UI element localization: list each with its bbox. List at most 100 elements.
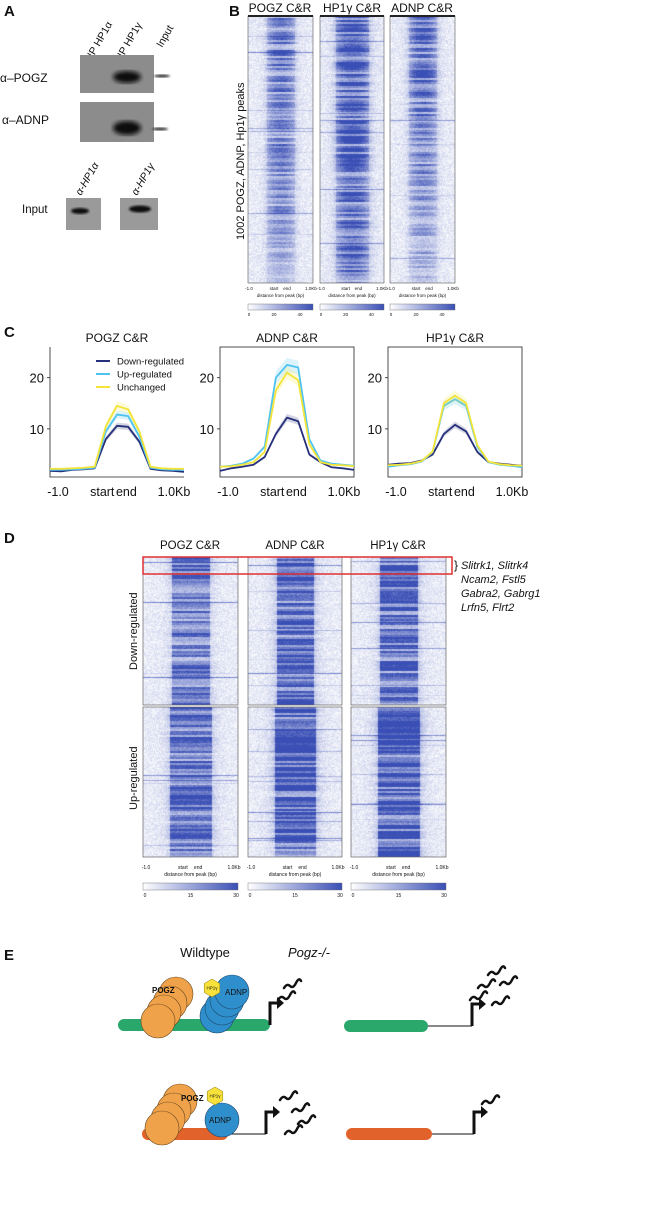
mrna-transcript [276, 990, 297, 1002]
x-tick-label: end [402, 865, 411, 871]
x-tick-label: end [425, 286, 433, 291]
tss-arrow [470, 1002, 480, 1026]
arrow-head-icon [479, 998, 486, 1010]
series-line-unchanged [387, 394, 523, 467]
x-tick-label: 1.0Kb [435, 865, 448, 871]
arrow-head-icon [481, 1106, 488, 1118]
heatmap-frame-up [350, 706, 447, 858]
gene-line: Ncam2, Fstl5 [461, 574, 527, 586]
colorbar-tick: 40 [297, 312, 303, 317]
hp1-hexagon [203, 978, 221, 998]
x-tick-label: 1.0Kb [376, 286, 388, 291]
colorbar-tick: 15 [396, 893, 402, 899]
profile-plot: ADNP C&R 10 20 -1.0 start end 1.0Kb [200, 331, 361, 499]
heatmap-frame [389, 15, 456, 284]
plot-title: ADNP C&R [256, 331, 318, 345]
plot-title: HP1γ C&R [426, 331, 484, 345]
colorbar-tick: 0 [249, 893, 252, 899]
heatmap-frame [247, 15, 314, 284]
row-label-pogz: α–POGZ [0, 71, 48, 85]
hp1-label: HP1γ [209, 1094, 221, 1099]
y-tick-label: 20 [30, 371, 44, 386]
x-tick-label: end [116, 485, 137, 499]
mrna-transcript [283, 1124, 304, 1136]
x-axis-label: distance from peak (bp) [399, 293, 447, 298]
x-axis-label: distance from peak (bp) [328, 293, 376, 298]
colorbar [350, 882, 447, 891]
heatmap-frame-up [247, 706, 343, 858]
x-tick-label: start [178, 865, 188, 871]
row-label-adnp: α–ADNP [2, 113, 49, 127]
colorbar-tick: 20 [413, 312, 419, 317]
colorbar-tick: 0 [352, 893, 355, 899]
adnp-circle [204, 1102, 240, 1138]
colorbar-tick: 15 [292, 893, 298, 899]
heatmap-d-pogz-down [143, 557, 238, 705]
tss-arrow [268, 1001, 278, 1025]
colorbar [247, 882, 343, 891]
confidence-band [50, 410, 184, 471]
profile-plot: HP1γ C&R 10 20 -1.0 start end 1.0Kb [368, 331, 529, 499]
panel-label-e: E [4, 947, 14, 964]
gene-body-top-ko [344, 1020, 428, 1032]
x-tick-label: -1.0 [47, 485, 69, 499]
d-title-adnp: ADNP C&R [265, 540, 324, 552]
heatmap-frame-down [247, 556, 343, 706]
colorbar [247, 303, 314, 311]
mrna-transcript [476, 978, 497, 990]
x-tick-label: start [270, 286, 280, 291]
mrna-transcript [282, 978, 303, 990]
x-axis-label: distance from peak (bp) [372, 872, 425, 878]
x-tick-label: start [90, 485, 115, 499]
y-tick-label: 10 [30, 422, 44, 437]
series-line-up-regulated [50, 413, 184, 471]
x-tick-label: 1.0Kb [227, 865, 240, 871]
heatmap-b-adnp [390, 16, 455, 283]
mrna-transcript [468, 990, 489, 1002]
panel-label-a: A [4, 3, 15, 20]
heatmap-ylabel: 1002 POGZ, ADNP, Hp1γ peaks [235, 82, 247, 240]
arrow-head-icon [273, 1106, 280, 1118]
heatmap-d-pogz-up [143, 707, 238, 857]
western-blot-input-hp1g [120, 198, 158, 230]
mrna-transcript [278, 1090, 299, 1102]
input-row-label: Input [22, 204, 48, 216]
x-tick-label: start [412, 286, 422, 291]
x-tick-label: end [298, 865, 307, 871]
gene-line: Gabra2, Gabrg1 [461, 588, 541, 600]
confidence-band [388, 394, 522, 469]
protein-complex: POGZ ADNP HP1γ [144, 1083, 240, 1146]
mrna-transcript [490, 995, 511, 1007]
pogz-circle [144, 1110, 180, 1146]
model-diagram: POGZ ADNP HP1γ POGZ ADNP HP1γ [118, 965, 519, 1146]
panel-d-axes: -1.0 start end 1.0Kb distance from peak (bp)… [142, 556, 449, 899]
heatmap-frame-down [142, 556, 239, 706]
adnp-label: ADNP [209, 1116, 231, 1125]
legend-label: Unchanged [117, 383, 166, 394]
x-tick-label: -1.0 [385, 485, 407, 499]
series-line-unchanged [219, 371, 355, 468]
colorbar-tick: 40 [369, 312, 375, 317]
colorbar [142, 882, 239, 891]
western-blot-input-hp1a [66, 198, 101, 230]
heatmap-d-adnp-up [248, 707, 342, 857]
heatmap-title-adnp: ADNP C&R [391, 1, 453, 15]
x-tick-label: -1.0 [247, 865, 256, 871]
adnp-label: ADNP [225, 988, 247, 997]
x-tick-label: 1.0Kb [158, 485, 191, 499]
tss-arrow [264, 1110, 274, 1134]
series-line-up-regulated [387, 398, 523, 469]
heatmap-title-hp1g: HP1γ C&R [323, 1, 381, 15]
gene-line: Lrfn5, Flrt2 [461, 602, 514, 614]
condition-pogz-ko: Pogz-/- [288, 945, 331, 960]
x-axis-label: distance from peak (bp) [269, 872, 322, 878]
confidence-band [50, 422, 184, 473]
d-title-hp1g: HP1γ C&R [370, 540, 426, 552]
x-axis-label: distance from peak (bp) [257, 293, 305, 298]
group-label-up: Up-regulated [128, 746, 140, 810]
x-tick-label: -1.0 [245, 286, 253, 291]
x-tick-label: -1.0 [317, 286, 325, 291]
